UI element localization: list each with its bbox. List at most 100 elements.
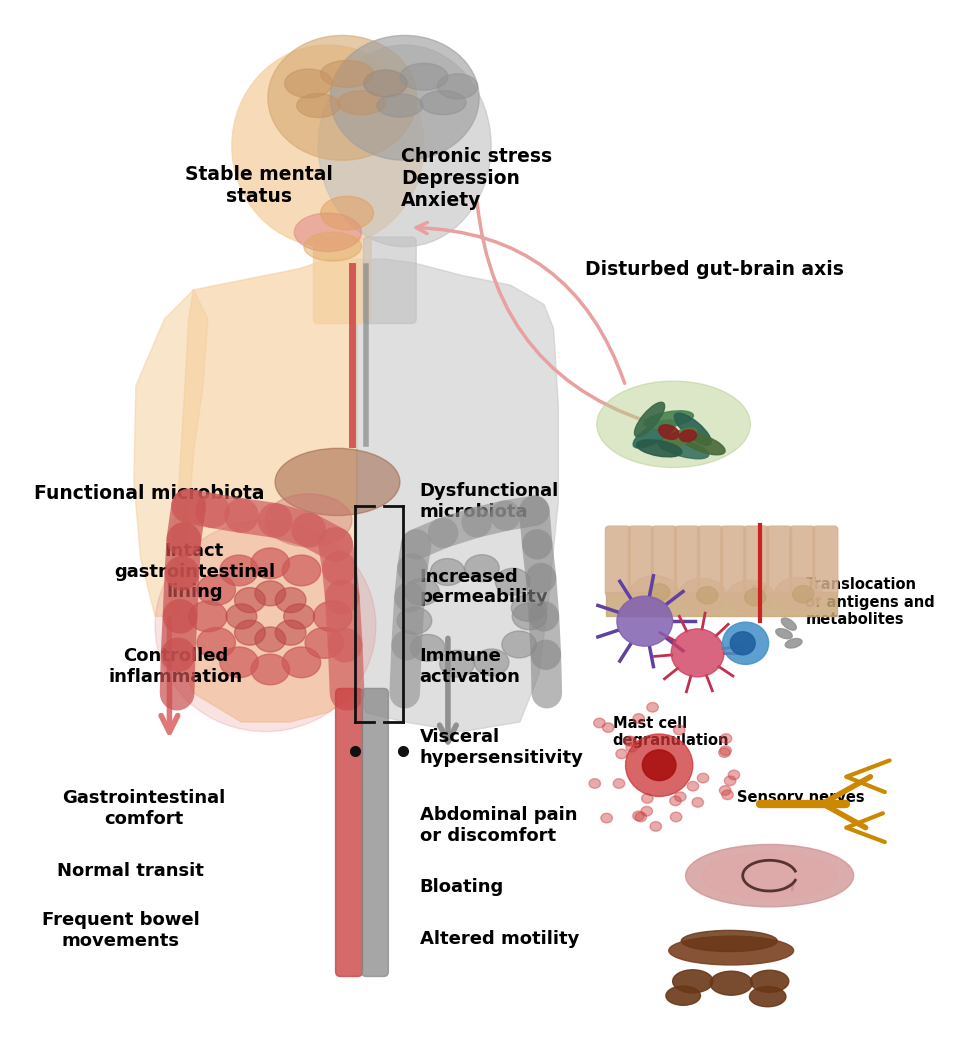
Text: Immune
activation: Immune activation xyxy=(419,646,521,686)
Ellipse shape xyxy=(617,597,673,646)
Ellipse shape xyxy=(377,94,423,117)
Ellipse shape xyxy=(400,63,448,90)
Ellipse shape xyxy=(321,197,373,230)
Text: Altered motility: Altered motility xyxy=(419,930,579,948)
Ellipse shape xyxy=(294,213,362,252)
FancyBboxPatch shape xyxy=(652,526,677,597)
Ellipse shape xyxy=(669,936,793,965)
Bar xyxy=(607,592,836,617)
Ellipse shape xyxy=(593,718,605,728)
FancyBboxPatch shape xyxy=(698,526,723,597)
Ellipse shape xyxy=(659,428,697,450)
FancyBboxPatch shape xyxy=(812,526,837,597)
Ellipse shape xyxy=(720,786,731,796)
Ellipse shape xyxy=(642,750,676,781)
Ellipse shape xyxy=(304,233,362,261)
Ellipse shape xyxy=(679,430,697,442)
Ellipse shape xyxy=(697,586,718,604)
Ellipse shape xyxy=(719,748,730,758)
Ellipse shape xyxy=(397,607,432,634)
Ellipse shape xyxy=(232,45,424,247)
Ellipse shape xyxy=(679,579,726,613)
Ellipse shape xyxy=(268,35,416,160)
Ellipse shape xyxy=(405,579,439,605)
Text: Visceral
hypersensitivity: Visceral hypersensitivity xyxy=(419,728,584,767)
Ellipse shape xyxy=(666,986,701,1005)
Ellipse shape xyxy=(282,646,321,678)
Ellipse shape xyxy=(431,559,465,585)
Ellipse shape xyxy=(155,521,376,732)
Ellipse shape xyxy=(674,725,685,735)
Ellipse shape xyxy=(305,627,344,658)
Text: Functional microbiota: Functional microbiota xyxy=(33,484,264,503)
Ellipse shape xyxy=(197,627,235,658)
Text: Frequent bowel
movements: Frequent bowel movements xyxy=(42,911,200,950)
Ellipse shape xyxy=(685,844,854,907)
Ellipse shape xyxy=(634,420,676,449)
FancyBboxPatch shape xyxy=(629,526,654,597)
FancyBboxPatch shape xyxy=(364,237,416,324)
Ellipse shape xyxy=(776,628,792,639)
Ellipse shape xyxy=(657,438,709,459)
Ellipse shape xyxy=(276,620,306,645)
Ellipse shape xyxy=(319,45,491,247)
Ellipse shape xyxy=(635,813,647,822)
Ellipse shape xyxy=(220,646,258,678)
Ellipse shape xyxy=(314,601,352,632)
Ellipse shape xyxy=(251,548,289,579)
Text: Gastrointestinal
comfort: Gastrointestinal comfort xyxy=(62,789,226,827)
Ellipse shape xyxy=(722,790,733,800)
Polygon shape xyxy=(357,259,558,732)
Ellipse shape xyxy=(728,770,740,780)
Ellipse shape xyxy=(681,930,777,951)
FancyBboxPatch shape xyxy=(314,237,371,324)
Ellipse shape xyxy=(512,603,546,630)
Ellipse shape xyxy=(501,631,537,658)
Ellipse shape xyxy=(234,587,265,613)
Text: Mast cell
degranulation: Mast cell degranulation xyxy=(612,716,729,748)
Ellipse shape xyxy=(475,649,509,676)
Ellipse shape xyxy=(774,578,822,612)
Ellipse shape xyxy=(724,776,736,786)
Ellipse shape xyxy=(226,604,256,628)
Ellipse shape xyxy=(626,734,693,797)
Ellipse shape xyxy=(675,413,711,445)
Ellipse shape xyxy=(726,581,774,614)
Ellipse shape xyxy=(411,635,445,661)
Ellipse shape xyxy=(698,773,709,783)
Text: Chronic stress
Depression
Anxiety: Chronic stress Depression Anxiety xyxy=(401,147,552,209)
Ellipse shape xyxy=(671,628,724,677)
Ellipse shape xyxy=(613,779,625,788)
Ellipse shape xyxy=(670,796,681,806)
Ellipse shape xyxy=(702,853,836,898)
Ellipse shape xyxy=(364,70,407,97)
FancyBboxPatch shape xyxy=(721,526,746,597)
Ellipse shape xyxy=(636,440,682,457)
Ellipse shape xyxy=(710,971,752,996)
Ellipse shape xyxy=(437,74,478,98)
FancyBboxPatch shape xyxy=(606,526,631,597)
Ellipse shape xyxy=(633,714,644,724)
Ellipse shape xyxy=(330,35,479,160)
Ellipse shape xyxy=(321,60,373,87)
Ellipse shape xyxy=(781,618,796,631)
Ellipse shape xyxy=(284,69,333,97)
Ellipse shape xyxy=(265,494,352,547)
Ellipse shape xyxy=(730,632,755,655)
Ellipse shape xyxy=(641,806,653,816)
Text: Abdominal pain
or discomfort: Abdominal pain or discomfort xyxy=(419,806,577,845)
FancyBboxPatch shape xyxy=(767,526,791,597)
Ellipse shape xyxy=(589,779,601,788)
Text: Bloating: Bloating xyxy=(419,878,503,896)
Ellipse shape xyxy=(255,581,285,606)
Ellipse shape xyxy=(631,576,679,609)
Ellipse shape xyxy=(634,402,665,437)
Ellipse shape xyxy=(650,822,661,832)
Ellipse shape xyxy=(745,588,766,606)
Ellipse shape xyxy=(255,627,285,652)
Ellipse shape xyxy=(234,620,265,645)
Text: Increased
permeability: Increased permeability xyxy=(419,567,548,606)
Ellipse shape xyxy=(749,986,786,1007)
Text: Normal transit: Normal transit xyxy=(56,862,204,880)
Ellipse shape xyxy=(465,554,500,582)
